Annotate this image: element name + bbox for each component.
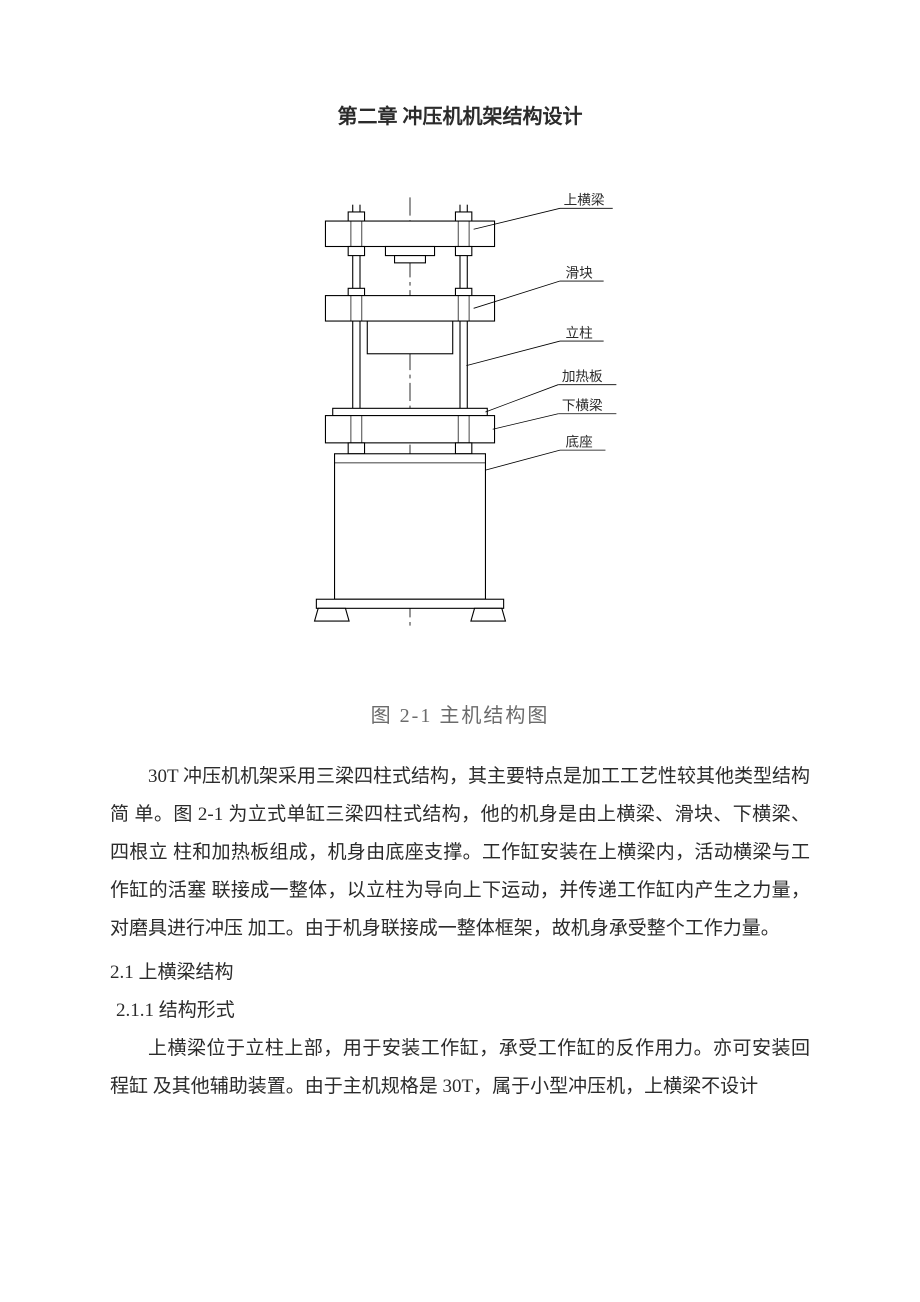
label-heating-plate: 加热板 — [562, 369, 603, 384]
label-slider: 滑块 — [565, 264, 593, 280]
paragraph-1: 30T 冲压机机架采用三梁四柱式结构，其主要特点是加工工艺性较其他类型结构简 单… — [110, 758, 810, 948]
label-upper-beam: 上横梁 — [564, 193, 605, 208]
label-lower-beam: 下横梁 — [562, 398, 603, 413]
figure-caption: 图 2-1 主机结构图 — [110, 699, 810, 728]
section-2-1-heading: 2.1 上横梁结构 — [110, 954, 810, 992]
label-column: 立柱 — [565, 325, 593, 340]
label-base: 底座 — [565, 435, 592, 450]
press-diagram-svg: 上横梁 滑块 立柱 加热板 下横梁 底座 — [260, 179, 660, 634]
figure-2-1: 上横梁 滑块 立柱 加热板 下横梁 底座 — [110, 179, 810, 639]
paragraph-2: 上横梁位于立柱上部，用于安装工作缸，承受工作缸的反作用力。亦可安装回程缸 及其他… — [110, 1030, 810, 1106]
chapter-title: 第二章 冲压机机架结构设计 — [110, 100, 810, 129]
section-2-1-1-heading: 2.1.1 结构形式 — [110, 992, 810, 1030]
